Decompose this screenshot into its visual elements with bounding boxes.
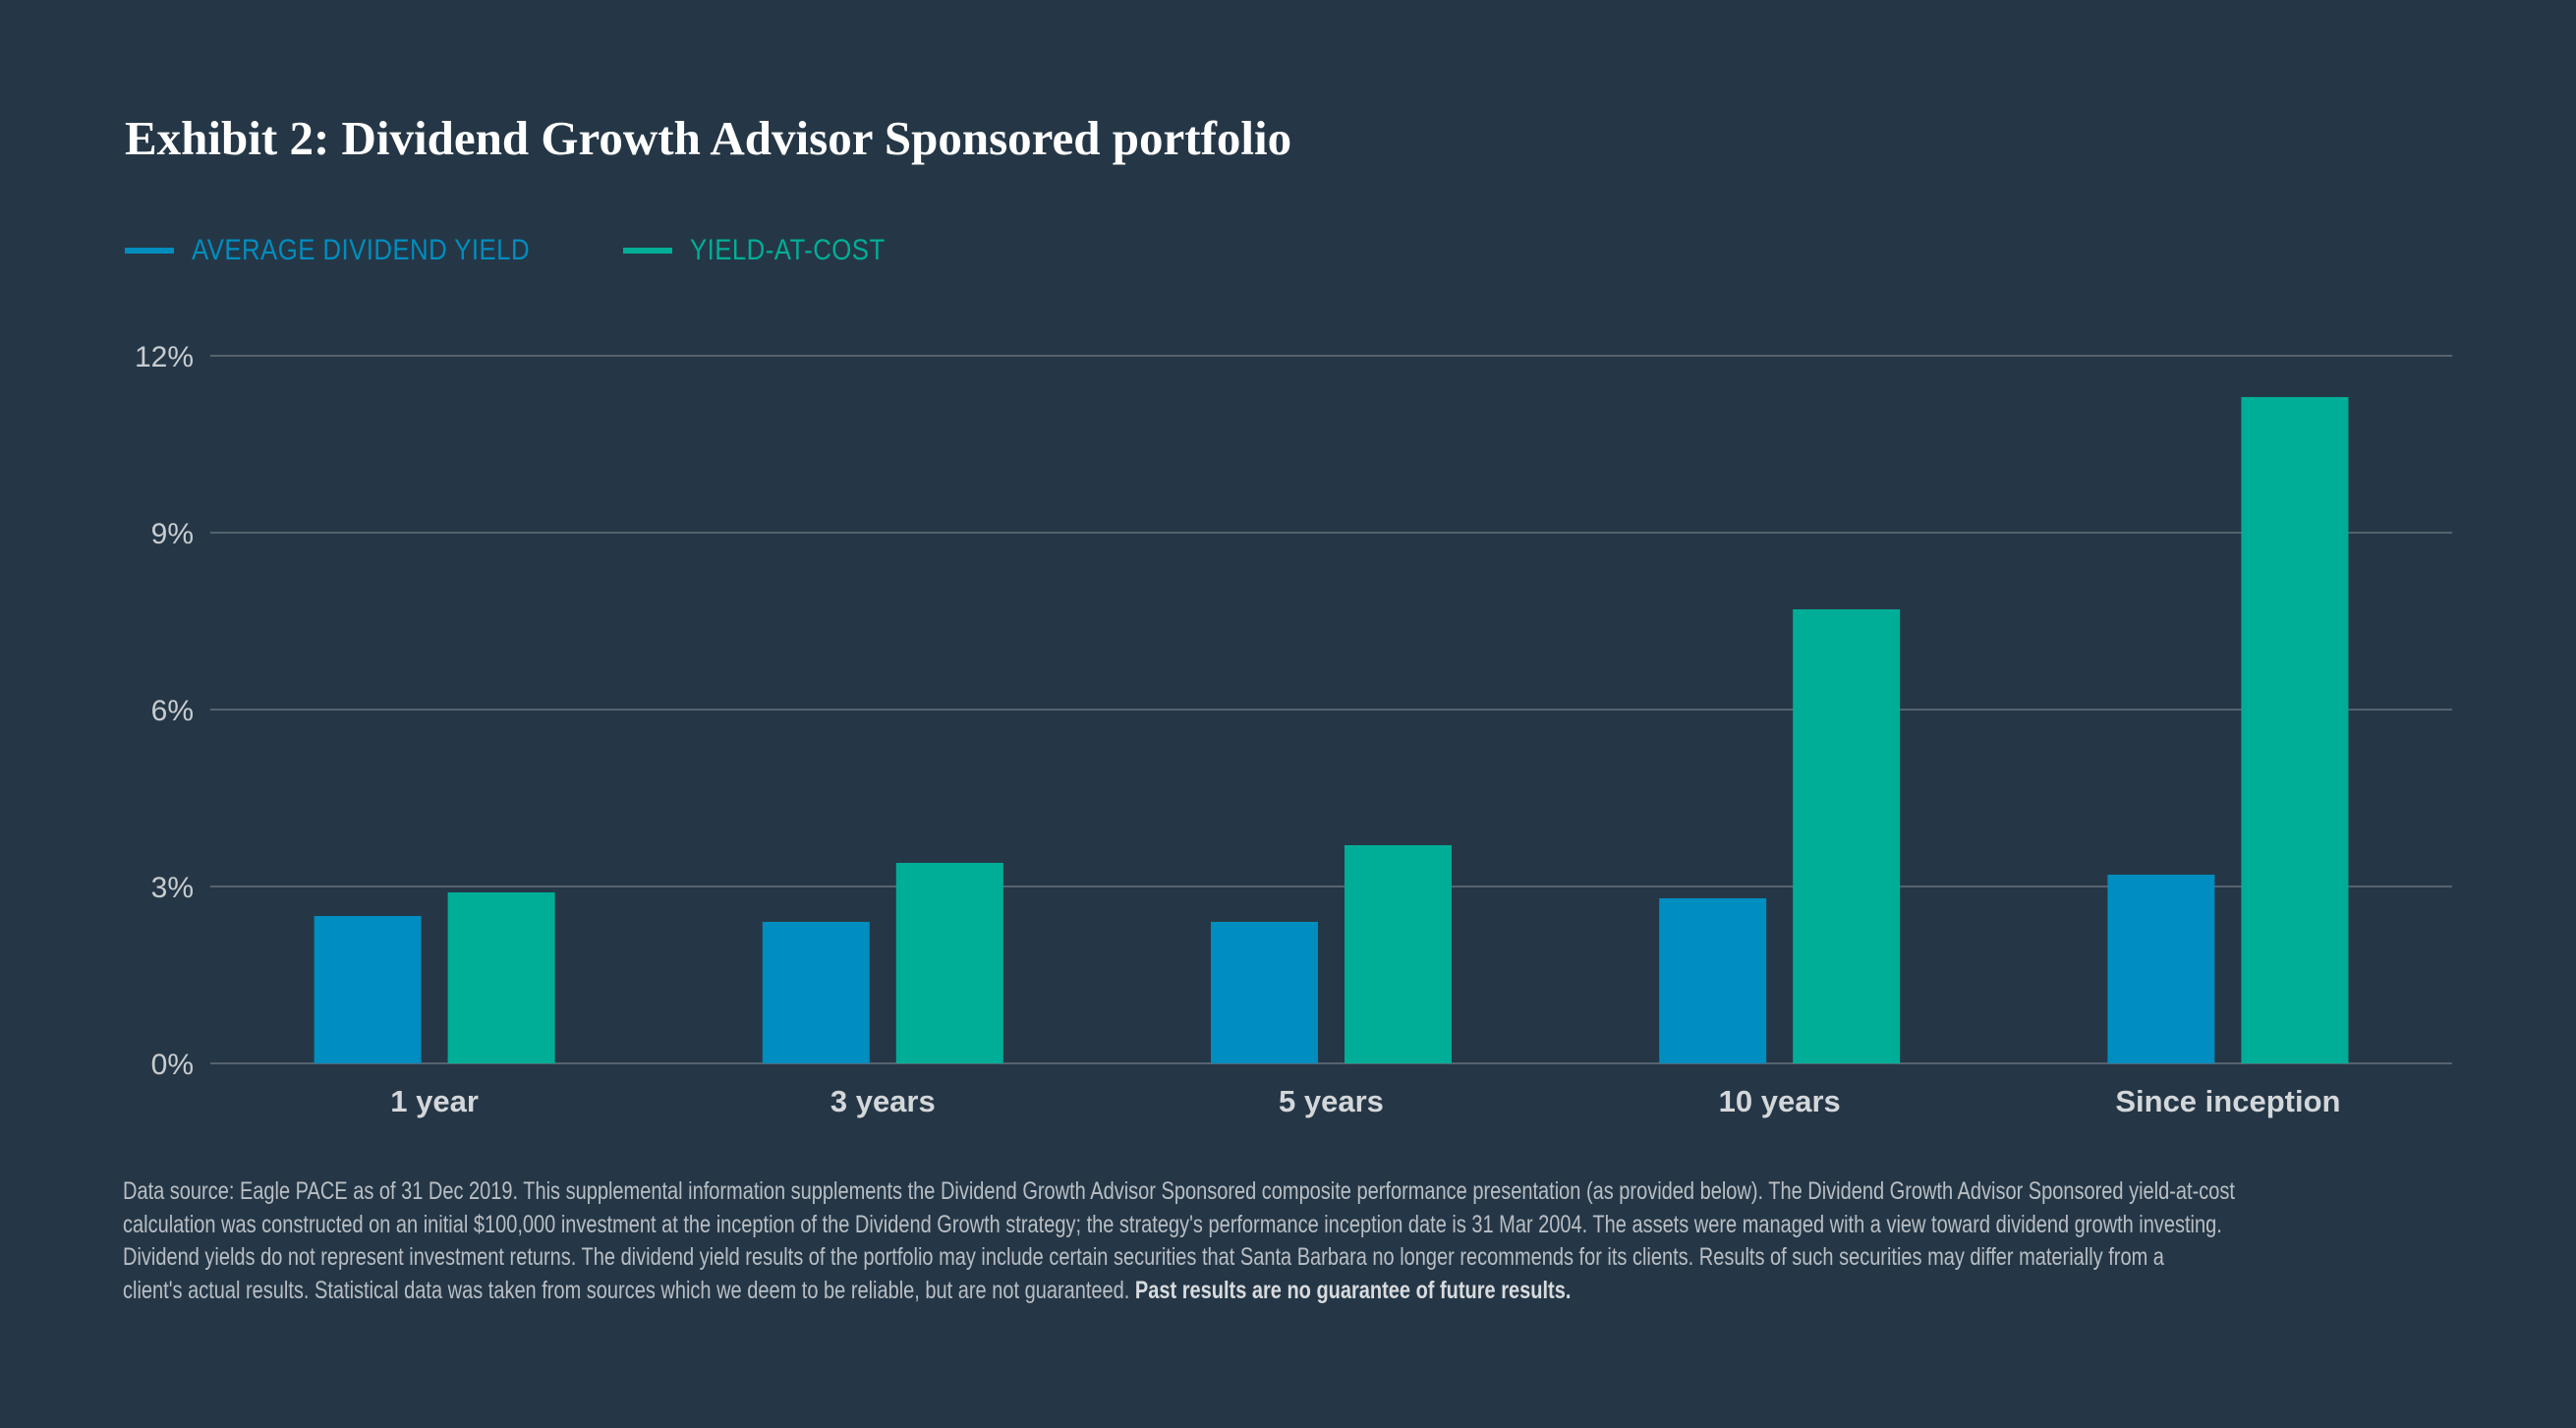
footnote-line: Dividend yields do not represent investm… bbox=[123, 1243, 2164, 1271]
bar-average-dividend-yield bbox=[762, 922, 870, 1063]
y-tick-label: 0% bbox=[151, 1049, 194, 1081]
x-tick-label: Since inception bbox=[2115, 1084, 2340, 1118]
footnote-text: client's actual results. Statistical dat… bbox=[123, 1276, 1130, 1304]
bar-yield-at-cost bbox=[447, 892, 555, 1063]
bar-yield-at-cost bbox=[1793, 609, 1901, 1063]
bar-average-dividend-yield bbox=[1211, 922, 1318, 1063]
footnote-line-last: client's actual results. Statistical dat… bbox=[123, 1275, 2235, 1308]
footnote-disclaimer: Past results are no guarantee of future … bbox=[1134, 1276, 1572, 1304]
x-tick-label: 5 years bbox=[1279, 1084, 1384, 1118]
legend-item-yield-at-cost: YIELD-AT-COST bbox=[623, 234, 917, 267]
y-tick-label: 3% bbox=[151, 872, 194, 904]
bar-yield-at-cost bbox=[2241, 397, 2349, 1063]
chart-title: Exhibit 2: Dividend Growth Advisor Spons… bbox=[125, 111, 1292, 165]
bar-yield-at-cost bbox=[895, 863, 1003, 1063]
y-tick-label: 6% bbox=[151, 695, 194, 727]
legend-item-average-dividend-yield: AVERAGE DIVIDEND YIELD bbox=[125, 234, 585, 267]
footnote: Data source: Eagle PACE as of 31 Dec 201… bbox=[123, 1175, 2576, 1307]
legend-swatch-blue bbox=[125, 248, 174, 254]
footnote-line: calculation was constructed on an initia… bbox=[123, 1210, 2222, 1238]
legend-label: AVERAGE DIVIDEND YIELD bbox=[192, 234, 531, 266]
y-tick-label: 12% bbox=[135, 341, 194, 373]
y-tick-label: 9% bbox=[151, 518, 194, 550]
x-tick-label: 3 years bbox=[830, 1084, 936, 1118]
footnote-line: Data source: Eagle PACE as of 31 Dec 201… bbox=[123, 1177, 2235, 1205]
bar-average-dividend-yield bbox=[2107, 875, 2215, 1063]
legend-label: YIELD-AT-COST bbox=[690, 234, 886, 266]
x-tick-label: 10 years bbox=[1719, 1084, 1841, 1118]
bar-average-dividend-yield bbox=[1659, 898, 1767, 1063]
bar-average-dividend-yield bbox=[314, 916, 422, 1063]
legend-swatch-green bbox=[623, 248, 672, 254]
x-tick-label: 1 year bbox=[390, 1084, 479, 1118]
bar-yield-at-cost bbox=[1345, 845, 1452, 1063]
